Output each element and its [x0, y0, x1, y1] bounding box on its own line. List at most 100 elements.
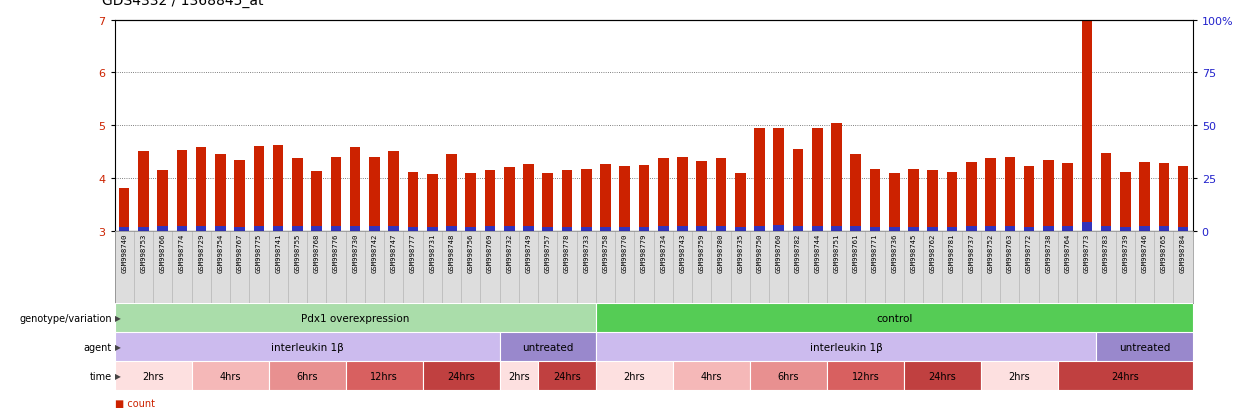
Text: GSM998765: GSM998765	[1160, 233, 1167, 273]
Bar	[138, 151, 148, 231]
Bar	[192, 361, 269, 390]
Bar	[827, 361, 904, 390]
Bar	[234, 227, 245, 231]
Bar	[716, 159, 726, 231]
Bar	[157, 227, 168, 231]
Bar	[1043, 227, 1053, 231]
Text: GSM998737: GSM998737	[969, 233, 975, 273]
Bar	[538, 361, 596, 390]
Bar	[1139, 227, 1150, 231]
Text: GSM998748: GSM998748	[448, 233, 454, 273]
Bar	[639, 227, 650, 231]
Bar	[657, 159, 669, 231]
Bar	[499, 332, 596, 361]
Bar	[1023, 167, 1035, 231]
Bar	[350, 148, 361, 231]
Bar	[138, 227, 148, 231]
Bar	[115, 332, 499, 361]
Bar	[793, 227, 803, 231]
Bar	[484, 227, 496, 231]
Bar	[561, 227, 573, 231]
Bar	[1139, 163, 1150, 231]
Bar	[427, 174, 437, 231]
Bar	[254, 227, 264, 231]
Bar	[499, 361, 538, 390]
Text: GSM998778: GSM998778	[564, 233, 570, 273]
Text: GSM998753: GSM998753	[141, 233, 147, 273]
Text: GSM998738: GSM998738	[1046, 233, 1051, 273]
Bar	[1082, 223, 1092, 231]
Bar	[1023, 227, 1035, 231]
Bar	[407, 172, 418, 231]
Bar	[677, 227, 687, 231]
Bar	[832, 123, 842, 231]
Bar	[966, 163, 976, 231]
Bar	[1062, 164, 1073, 231]
Bar	[1082, 15, 1092, 231]
Text: ▶: ▶	[115, 313, 121, 323]
Bar	[293, 227, 303, 231]
Text: GSM998746: GSM998746	[1142, 233, 1148, 273]
Text: interleukin 1β: interleukin 1β	[809, 342, 883, 352]
Bar	[273, 227, 284, 231]
Bar	[581, 227, 591, 231]
Text: GSM998744: GSM998744	[814, 233, 820, 273]
Bar	[716, 227, 726, 231]
Bar	[870, 227, 880, 231]
Bar	[620, 227, 630, 231]
Bar	[754, 226, 764, 231]
Bar	[273, 145, 284, 231]
Text: GSM998757: GSM998757	[545, 233, 550, 273]
Bar	[946, 172, 957, 231]
Text: agent: agent	[83, 342, 112, 352]
Bar	[596, 332, 1097, 361]
Text: 24hrs: 24hrs	[447, 371, 476, 381]
Bar	[928, 170, 937, 231]
Bar	[946, 227, 957, 231]
Text: GSM998730: GSM998730	[352, 233, 359, 273]
Bar	[523, 165, 534, 231]
Bar	[215, 155, 225, 231]
Text: 24hrs: 24hrs	[1112, 371, 1139, 381]
Bar	[812, 128, 823, 231]
Text: GSM998780: GSM998780	[718, 233, 725, 273]
Text: GSM998741: GSM998741	[275, 233, 281, 273]
Bar	[311, 172, 322, 231]
Text: 12hrs: 12hrs	[852, 371, 879, 381]
Bar	[749, 361, 827, 390]
Text: GSM998773: GSM998773	[1084, 233, 1089, 273]
Bar	[254, 147, 264, 231]
Text: GSM998750: GSM998750	[757, 233, 762, 273]
Text: GSM998776: GSM998776	[332, 233, 339, 273]
Bar	[370, 157, 380, 231]
Bar	[331, 227, 341, 231]
Text: GSM998783: GSM998783	[1103, 233, 1109, 273]
Bar	[1159, 227, 1169, 231]
Bar	[672, 361, 749, 390]
Bar	[1005, 227, 1015, 231]
Bar	[370, 227, 380, 231]
Bar	[1120, 172, 1130, 231]
Bar	[909, 169, 919, 231]
Text: Pdx1 overexpression: Pdx1 overexpression	[301, 313, 410, 323]
Text: GDS4332 / 1368845_at: GDS4332 / 1368845_at	[102, 0, 264, 8]
Bar	[118, 188, 129, 231]
Bar	[422, 361, 499, 390]
Text: 6hrs: 6hrs	[296, 371, 317, 381]
Text: time: time	[90, 371, 112, 381]
Text: GSM998735: GSM998735	[737, 233, 743, 273]
Text: GSM998751: GSM998751	[834, 233, 839, 273]
Bar	[985, 227, 996, 231]
Text: GSM998763: GSM998763	[1007, 233, 1012, 273]
Bar	[850, 227, 862, 231]
Bar	[504, 168, 514, 231]
Text: GSM998742: GSM998742	[371, 233, 377, 273]
Bar	[793, 150, 803, 231]
Bar	[639, 166, 650, 231]
Text: 2hrs: 2hrs	[1008, 371, 1031, 381]
Text: GSM998774: GSM998774	[179, 233, 186, 273]
Text: GSM998752: GSM998752	[987, 233, 994, 273]
Bar	[735, 173, 746, 231]
Bar	[1101, 153, 1112, 231]
Bar	[812, 226, 823, 231]
